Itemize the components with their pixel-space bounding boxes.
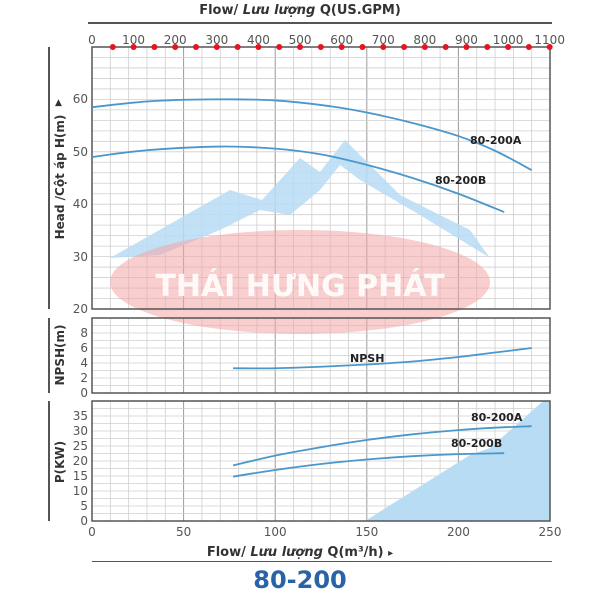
gpm-marker (401, 44, 408, 50)
gpm-markers (109, 44, 553, 50)
watermark-text: THÁI HƯNG PHÁT (155, 268, 445, 304)
top-axis-title-italic: Lưu lượng (242, 3, 316, 18)
npsh-label-bar (48, 318, 50, 393)
gpm-tick-label: 300 (205, 33, 229, 47)
flow-tick-label: 200 (446, 525, 470, 539)
curve-80-200a (232, 425, 532, 467)
top-axis-title-suffix: Q(US.GPM) (315, 3, 401, 18)
curve-80-200a (91, 98, 533, 171)
gpm-marker (130, 44, 137, 50)
power-label-bar (48, 401, 50, 521)
bottom-axis-title-italic: Lưu lượng (250, 545, 323, 560)
bottom-axis-title-suffix: Q(m³/h) (322, 545, 384, 560)
npsh-plot-frame (91, 317, 551, 394)
y-tick-label: 35 (72, 409, 88, 423)
head-label-80-200B: 80-200B (435, 174, 486, 187)
gpm-tick-label: 800 (413, 33, 437, 47)
gpm-marker (359, 44, 366, 50)
gpm-marker (317, 44, 324, 50)
power-plot-frame (91, 400, 551, 522)
gpm-marker (255, 44, 262, 50)
y-tick-label: 20 (72, 454, 88, 468)
gpm-marker (193, 44, 200, 50)
npsh-curve-label: NPSH (350, 352, 384, 365)
power-label-80-200B: 80-200B (451, 437, 502, 450)
gpm-marker (151, 44, 158, 50)
y-tick-label: 10 (72, 484, 88, 498)
flow-tick-label: 0 (88, 525, 96, 539)
gpm-marker (421, 44, 428, 50)
gpm-tick-label: 600 (330, 33, 354, 47)
gpm-tick-label: 900 (455, 33, 478, 47)
gpm-marker (484, 44, 491, 50)
watermark-mountain-icon (110, 140, 490, 258)
y-tick-label: 20 (72, 302, 88, 316)
y-tick-label: 8 (80, 326, 88, 340)
gpm-marker (297, 44, 304, 50)
gpm-marker (505, 44, 512, 50)
watermark-oval (110, 230, 490, 334)
bottom-divider (92, 561, 552, 562)
y-tick-label: 30 (72, 424, 88, 438)
head-label-80-200A: 80-200A (470, 134, 522, 147)
gpm-marker (109, 44, 116, 50)
head-arrow-icon: ▲ (55, 98, 62, 108)
flow-tick-label: 150 (355, 525, 379, 539)
gpm-marker (442, 44, 449, 50)
y-tick-label: 0 (80, 386, 88, 400)
model-title: 80-200 (253, 566, 347, 594)
gpm-marker (546, 44, 553, 50)
bottom-axis-title-prefix: Flow/ (206, 545, 251, 560)
top-axis-title-prefix: Flow/ (199, 3, 243, 18)
gpm-tick-label: 1000 (492, 33, 524, 47)
gpm-tick-label: 1100 (534, 33, 565, 47)
y-tick-label: 40 (72, 197, 88, 212)
arrow-right-icon: ▸ (388, 548, 394, 559)
curves (91, 98, 533, 478)
flow-tick-label: 50 (175, 525, 192, 539)
gpm-marker (525, 44, 532, 50)
bottom-axis-title: Flow/ Lưu lượng Q(m³/h) ▸ (0, 545, 600, 560)
y-tick-label: 0 (80, 514, 88, 528)
y-tick-label: 6 (80, 341, 88, 355)
y-tick-label: 25 (72, 439, 88, 453)
gpm-tick-label: 700 (371, 33, 395, 47)
gpm-marker (234, 44, 241, 50)
y-tick-label: 30 (72, 249, 88, 264)
y-tick-label: 50 (72, 144, 88, 159)
y-tick-label: 60 (72, 92, 88, 107)
y-tick-label: 5 (80, 499, 88, 513)
gpm-tick-label: 400 (246, 33, 270, 47)
curve-80-200b (91, 145, 505, 213)
gpm-marker (380, 44, 387, 50)
y-tick-label: 2 (80, 371, 88, 385)
top-divider (88, 22, 552, 24)
gpm-marker (172, 44, 179, 50)
gpm-tick-label: 500 (288, 33, 312, 47)
gpm-tick-label: 100 (122, 33, 146, 47)
top-axis-title: Flow/ Lưu lượng Q(US.GPM) (0, 3, 600, 18)
gpm-tick-label: 200 (163, 33, 187, 47)
curve-npsh (233, 347, 532, 370)
curve-80-200b (232, 452, 505, 478)
flow-tick-label: 250 (538, 525, 562, 539)
watermark-mountain-lower (365, 401, 550, 521)
gpm-marker (276, 44, 283, 50)
y-tick-label: 15 (72, 469, 88, 483)
gpm-tick-label: 0 (88, 33, 96, 47)
gpm-marker (463, 44, 470, 50)
y-tick-label: 4 (80, 356, 88, 370)
power-label-80-200A: 80-200A (471, 411, 523, 424)
gpm-marker (338, 44, 345, 50)
gpm-marker (213, 44, 220, 50)
flow-tick-label: 100 (263, 525, 287, 539)
head-label-bar (48, 47, 50, 309)
